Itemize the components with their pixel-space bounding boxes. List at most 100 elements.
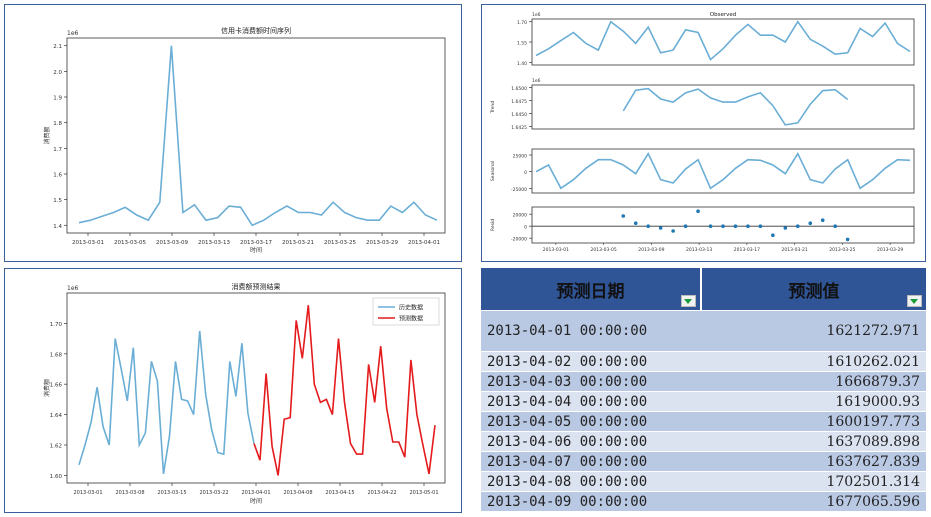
x-tick-label: 2013-03-21 — [282, 240, 314, 246]
resid-point — [708, 224, 713, 228]
resid-point — [796, 224, 800, 228]
y-tick-label: 1.5 — [53, 198, 62, 204]
resid-point — [733, 224, 738, 228]
x-tick-label: 2013-03-01 — [73, 490, 102, 496]
resid-point — [783, 226, 788, 230]
forecast-date-cell: 2013-04-04 00:00:00 — [481, 391, 701, 412]
plot-frame — [531, 84, 915, 130]
forecast-date-header[interactable]: 预测日期 — [481, 268, 702, 311]
forecast-value-cell: 1610262.021 — [701, 351, 926, 372]
y-tick-label: 1.64 — [50, 413, 63, 419]
forecast-series-line — [253, 305, 436, 476]
x-tick-label: 2013-05-01 — [409, 490, 438, 496]
subplot-title: Observed — [710, 12, 736, 18]
resid-point — [833, 224, 837, 228]
table-row: 2013-04-01 00:00:00 1621272.971 — [481, 310, 926, 352]
forecast-value-header-label: 预测值 — [788, 281, 840, 302]
x-tick-label: 2013-03-09 — [638, 247, 664, 253]
forecast-value-cell: 1637627.839 — [701, 451, 926, 472]
forecast-date-cell: 2013-04-01 00:00:00 — [481, 310, 701, 352]
resid-point — [771, 233, 775, 237]
resid-point — [845, 237, 850, 242]
x-tick-label: 2013-03-25 — [324, 240, 356, 246]
x-tick-label: 2013-03-08 — [115, 490, 144, 496]
x-tick-label: 2013-04-22 — [367, 490, 396, 496]
subplot-y-label: Seasonal — [490, 161, 496, 181]
y-tick-label: 1.62 — [50, 444, 62, 450]
table-row: 2013-04-02 00:00:00 1610262.021 — [481, 351, 926, 372]
forecast-date-cell: 2013-04-02 00:00:00 — [481, 351, 701, 372]
x-tick-label: 2013-03-13 — [198, 240, 230, 246]
table-row: 2013-04-03 00:00:00 1666879.37 — [481, 371, 926, 392]
resid-point — [758, 224, 763, 228]
x-tick-label: 2013-04-01 — [408, 240, 440, 246]
y-tick-label: 1.70 — [517, 20, 527, 26]
y-tick-label: 1.60 — [50, 474, 63, 480]
x-tick-label: 2013-03-17 — [240, 240, 272, 246]
x-tick-label: 2013-03-25 — [829, 247, 855, 253]
scale-label: 1e6 — [67, 285, 79, 292]
legend-label: 预测数据 — [399, 315, 423, 323]
resid-point — [746, 224, 750, 228]
forecast-table-header-row: 预测日期 预测值 — [481, 268, 926, 311]
seasonal-decomposition-chart: Observed 1e6 1.40 1.55 1.70 1e6 Trend 1.6425 1.6… — [490, 12, 915, 253]
y-tick-label: 1.6425 — [511, 125, 527, 131]
x-tick-label: 2013-03-15 — [157, 490, 186, 496]
y-axis-label: 消费额 — [43, 126, 51, 144]
y-tick-label: 1.68 — [50, 352, 63, 358]
y-tick-label: 2.0 — [53, 70, 62, 76]
filter-dropdown-icon[interactable] — [907, 295, 922, 307]
y-tick-label: 1.55 — [517, 41, 527, 47]
x-axis-label: 时间 — [250, 246, 262, 254]
forecast-value-cell: 1619000.93 — [701, 391, 926, 412]
subplot-y-label: Trend — [490, 101, 496, 114]
x-tick-label: 2013-03-01 — [543, 247, 569, 253]
y-tick-label: 1.6450 — [511, 112, 527, 118]
y-tick-label: 0 — [524, 225, 527, 231]
x-tick-label: 2013-03-05 — [591, 247, 617, 253]
x-tick-label: 2013-03-09 — [156, 240, 188, 246]
x-tick-label: 2013-03-17 — [734, 247, 760, 253]
forecast-date-header-label: 预测日期 — [556, 281, 625, 302]
forecast-date-cell: 2013-04-08 00:00:00 — [481, 471, 701, 492]
y-tick-label: 1.7 — [53, 147, 62, 153]
x-tick-label: 2013-04-08 — [283, 490, 312, 496]
subplot-line — [622, 87, 849, 126]
x-tick-label: 2013-03-29 — [877, 247, 903, 253]
y-tick-label: 1.4 — [53, 224, 62, 230]
chart-title: 消费额预测结果 — [232, 282, 281, 291]
filter-dropdown-icon[interactable] — [681, 295, 696, 307]
history-series-line — [78, 330, 255, 475]
resid-point — [633, 221, 638, 225]
resid-point — [658, 226, 663, 230]
x-tick-label: 2013-03-21 — [782, 247, 808, 253]
forecast-value-cell: 1621272.971 — [701, 310, 926, 352]
forecast-result-chart: 消费额预测结果 1e6 1.60 1.62 1.64 1.66 1.68 1.70 2013-0… — [43, 282, 446, 505]
plot-frame — [531, 18, 915, 66]
consumption-time-series-panel: 信用卡消费额时间序列 1e6 1.4 1.5 1.6 1.7 1.8 1.9 2.0 2.1 201… — [4, 4, 462, 262]
scale-label: 1e6 — [67, 30, 79, 37]
table-row: 2013-04-09 00:00:00 1677065.596 — [481, 491, 926, 511]
y-axis-label: 消费额 — [43, 379, 51, 397]
forecast-date-cell: 2013-04-09 00:00:00 — [481, 491, 701, 511]
forecast-value-cell: 1666879.37 — [701, 371, 926, 392]
subplot-y-label: Resid — [490, 219, 496, 231]
table-row: 2013-04-07 00:00:00 1637627.839 — [481, 451, 926, 472]
forecast-table: 预测日期 预测值 2013-04-01 00:00:00 1621272.971 … — [481, 268, 926, 511]
table-row: 2013-04-05 00:00:00 1600197.773 — [481, 411, 926, 432]
forecast-value-header[interactable]: 预测值 — [701, 268, 926, 311]
forecast-value-cell: 1600197.773 — [701, 411, 926, 432]
legend-label: 历史数据 — [399, 304, 423, 312]
y-tick-label: 1.6475 — [511, 99, 527, 105]
x-axis-label: 时间 — [250, 497, 262, 505]
forecast-date-cell: 2013-04-07 00:00:00 — [481, 451, 701, 472]
forecast-value-cell: 1702501.314 — [701, 471, 926, 492]
plot-frame — [531, 206, 915, 244]
plot-frame — [531, 148, 915, 194]
x-tick-label: 2013-03-01 — [72, 240, 104, 246]
table-row: 2013-04-06 00:00:00 1637089.898 — [481, 431, 926, 452]
x-tick-label: 2013-03-05 — [114, 240, 146, 246]
subplot-line — [535, 152, 911, 190]
y-tick-label: 1.70 — [50, 322, 63, 328]
resid-point — [683, 224, 688, 228]
